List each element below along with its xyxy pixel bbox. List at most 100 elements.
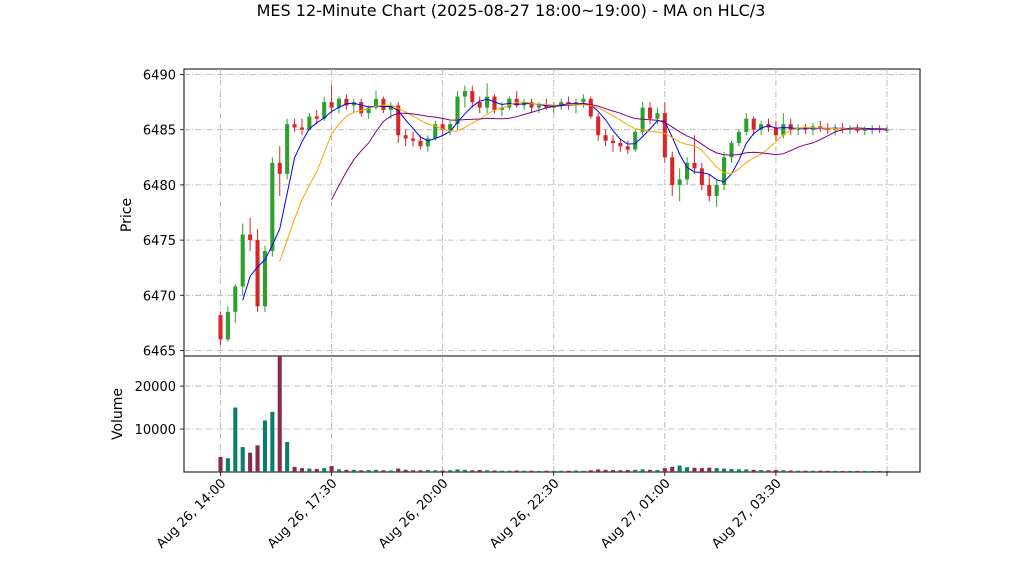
volume-bar [796,470,801,472]
volume-bar [773,470,778,472]
candle-body [544,105,549,108]
volume-bar [307,468,312,472]
candle-body [485,96,490,108]
candle-body [448,124,453,130]
volume-bar [314,468,319,472]
volume-bar [218,456,223,472]
candle-body [610,140,616,143]
candle-body [751,118,756,130]
volume-bar [677,465,682,472]
volume-bar [507,470,512,472]
volume-bar [462,469,467,472]
candle-body [677,179,682,185]
candle-body [722,157,727,185]
volume-bar [336,469,342,472]
candle-body [425,138,430,147]
volume-bar [625,470,630,472]
volume-bar [403,469,408,472]
candle-body [336,98,342,108]
price-y-tick-label: 6490 [143,69,176,84]
candle-body [388,105,393,110]
candle-body [344,98,349,106]
volume-bar [833,470,838,472]
volume-bar [581,470,586,472]
candle-body [462,91,467,97]
candle-body [262,251,267,307]
volume-bar [670,466,675,472]
candle-body [699,168,704,185]
volume-bar [744,469,749,472]
volume-y-tick-label: 20000 [135,380,176,395]
volume-bar [433,470,438,472]
volume-bar [840,470,845,472]
x-axis-ticks: Aug 26, 14:00 Aug 26, 17:30 Aug 26, 20:00 A… [154,472,888,552]
volume-bar [455,469,460,472]
candle-body [218,315,223,340]
price-panel: 6465 6470 6475 6480 6485 6490 Price [119,68,921,359]
volume-bar [485,470,490,472]
volume-bar [322,468,327,472]
candle-body [359,102,364,114]
candle-body [396,105,401,136]
candle-body [351,102,356,106]
volume-bar [722,468,727,472]
volume-bars [218,356,890,472]
price-y-tick-label: 6475 [143,234,176,249]
volume-bar [396,468,401,472]
candle-body [825,128,830,130]
volume-y-ticks: 10000 20000 [135,380,184,438]
candle-body [781,124,786,136]
candle-body [529,102,534,108]
volume-bar [707,467,712,472]
candle-body [366,107,371,114]
candle-body [788,124,793,130]
volume-bar [736,469,741,472]
volume-bar [299,468,304,472]
volume-bar [803,470,808,472]
volume-bar [855,470,860,472]
price-plot-frame [183,68,921,357]
price-grid [184,69,920,356]
volume-bar [255,445,260,472]
volume-bar [359,470,364,472]
candle-body [225,311,230,340]
candle-body [248,234,253,241]
volume-bar [522,470,527,472]
ma-fast-line [242,98,888,301]
candle-body [277,162,282,174]
x-tick-label: Aug 27, 01:00 [598,476,674,552]
candle-body [373,98,379,108]
candle-body [292,124,297,128]
candle-body [855,128,860,131]
candle-body [418,140,423,147]
candle-body [773,127,778,136]
volume-bar [248,452,253,472]
candle-body [633,131,638,150]
volume-bar [351,469,356,472]
volume-bar [381,470,386,472]
moving-averages [242,98,888,301]
volume-bar [388,470,393,472]
volume-grid [184,356,920,472]
candle-body [588,98,593,117]
volume-bar [240,447,245,472]
volume-bar [596,469,601,472]
volume-bar [277,356,282,472]
candle-body [803,127,808,130]
volume-bar [425,470,430,472]
volume-bar [699,468,704,472]
volume-bar [292,466,297,472]
candle-body [618,142,623,147]
candle-body [477,102,482,108]
candle-body [640,107,645,132]
candle-body [240,234,245,287]
volume-y-label: Volume [110,388,126,440]
candle-body [670,157,675,185]
candle-body [647,107,653,119]
volume-bar [729,468,734,472]
volume-bar [270,411,275,472]
volume-bar [440,470,445,472]
candle-body [307,116,312,130]
ma-mid-line [279,101,888,262]
volume-bar [647,469,653,472]
